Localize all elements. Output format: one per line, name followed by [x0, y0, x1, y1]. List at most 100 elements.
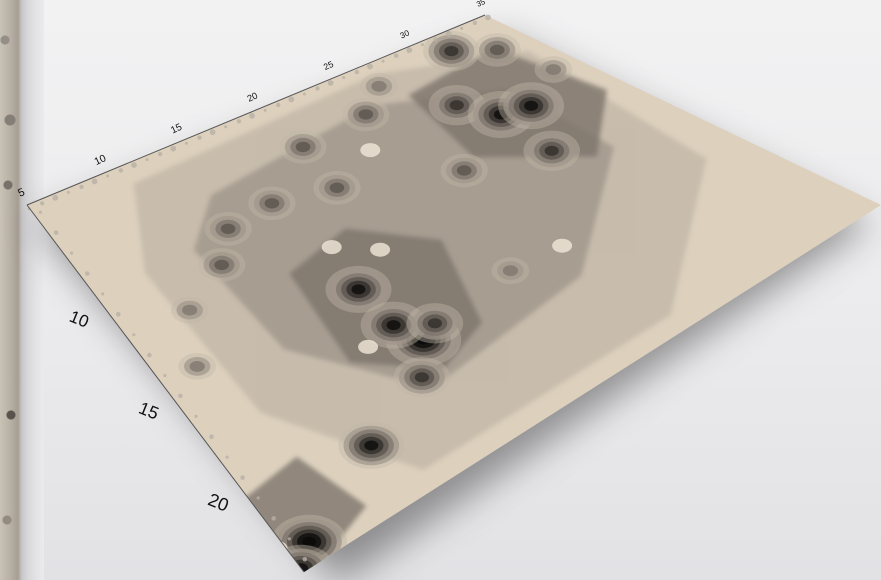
- top-edge-dot-30: [420, 43, 424, 47]
- x-tick-label-6: 35: [475, 0, 487, 9]
- top-edge-dot-2: [52, 194, 59, 201]
- hotspot-25: [534, 56, 573, 83]
- hotspot-ring-25-2: [545, 64, 562, 75]
- top-edge-dot-9: [145, 158, 149, 162]
- top-edge-dot-3: [66, 190, 70, 194]
- left-edge-dot-10: [194, 414, 198, 418]
- top-edge-dot-21: [302, 92, 306, 96]
- left-edge-dot-3: [84, 271, 90, 276]
- hotspot-ring-18-3: [214, 259, 229, 271]
- left-edge-dot-4: [101, 292, 105, 296]
- top-edge-dot-29: [406, 47, 413, 54]
- top-edge-dot-18: [263, 108, 267, 112]
- hotspot-ring-3-4: [427, 318, 442, 329]
- light-spot-1: [321, 240, 342, 255]
- x-tick-label-4: 25: [322, 59, 335, 72]
- hotspot-3: [406, 303, 464, 344]
- hotspot-4: [393, 357, 451, 398]
- hotspot-ring-17-3: [220, 223, 236, 234]
- hotspot-14: [279, 130, 327, 164]
- contour-layer: [133, 30, 707, 572]
- left-photo-strip: [0, 0, 44, 580]
- y-tick-label-0: 10: [67, 307, 92, 332]
- top-edge-dot-4: [79, 184, 84, 190]
- top-edge-dot-10: [158, 151, 163, 157]
- left-edge-dot-16: [287, 537, 291, 541]
- hotspot-20: [178, 353, 217, 380]
- top-edge-dot-35: [485, 14, 491, 21]
- hotspot-15: [313, 171, 361, 205]
- x-tick-label-5: 30: [398, 27, 411, 40]
- light-spot-2: [370, 242, 391, 257]
- light-spot-3: [267, 541, 288, 555]
- hotspot-8: [428, 85, 486, 126]
- left-edge-dot-6: [132, 333, 136, 337]
- top-edge-dot-13: [197, 135, 202, 140]
- top-edge-dot-14: [209, 129, 216, 136]
- top-edge-dot-28: [394, 53, 399, 58]
- x-tick-label-1: 10: [93, 153, 108, 168]
- top-edge-dot-11: [170, 145, 177, 152]
- left-edge-dot-13: [240, 475, 245, 480]
- hotspot-17: [204, 212, 252, 246]
- hotspot-ring-4-4: [414, 372, 429, 383]
- top-edge-dot-24: [342, 76, 346, 80]
- edge-dot-layer: [27, 14, 491, 562]
- top-edge-dot-12: [184, 141, 188, 145]
- top-edge-dot-17: [249, 112, 255, 119]
- top-edge-dot-19: [276, 102, 281, 108]
- y-tick-label-2: 20: [205, 489, 231, 515]
- hotspot-13: [440, 153, 488, 188]
- top-edge-dot-25: [354, 69, 360, 75]
- left-edge-dot-14: [256, 496, 260, 500]
- left-edge-dot-7: [147, 352, 152, 358]
- top-edge-dot-20: [288, 96, 295, 103]
- hotspot-ring-12-4: [544, 145, 559, 156]
- top-edge-dot-26: [367, 63, 373, 70]
- hotspot-ring-21-2: [502, 265, 518, 277]
- left-edge-dot-12: [225, 455, 229, 459]
- hotspot-ring-13-3: [456, 165, 472, 176]
- hotspot-ring-24-3: [489, 44, 505, 56]
- top-edge-dot-27: [381, 59, 385, 63]
- top-edge-dot-16: [236, 119, 242, 124]
- top-edge-dot-31: [433, 37, 438, 42]
- hotspot-ring-6-6: [302, 536, 317, 547]
- top-edge-dot-23: [327, 80, 334, 86]
- hotspot-19: [170, 296, 209, 324]
- hotspot-ring-5-5: [364, 440, 379, 451]
- hotspot-ring-15-3: [329, 182, 345, 193]
- hotspot-ring-2-5: [386, 320, 401, 331]
- top-edge-dot-33: [460, 26, 464, 30]
- hotspot-24: [473, 33, 521, 67]
- x-tick-label-0: 5: [16, 186, 27, 199]
- top-edge-dot-34: [472, 20, 478, 26]
- hotspot-5: [338, 422, 405, 469]
- hotspot-ring-1-5: [351, 284, 366, 295]
- y-axis-line: [26, 204, 305, 573]
- hotspot-23: [360, 72, 398, 100]
- top-edge-dot-6: [106, 174, 110, 178]
- hotspot-ring-14-3: [295, 141, 311, 153]
- left-edge-dot-0: [38, 210, 43, 214]
- top-edge-dot-7: [118, 168, 124, 173]
- left-edge-dot-8: [163, 373, 167, 378]
- hotspot-ring-10-5: [524, 100, 539, 111]
- x-tick-label-2: 15: [169, 122, 184, 137]
- left-edge-dot-11: [209, 434, 214, 440]
- hotspot-ring-23-2: [371, 80, 387, 92]
- hotspot-ring-16-3: [264, 198, 280, 209]
- hotspot-1: [325, 265, 392, 313]
- axes-layer: [26, 14, 486, 573]
- hotspot-11: [423, 30, 480, 72]
- light-spot-0: [358, 339, 379, 354]
- left-edge-dot-5: [116, 312, 121, 317]
- top-edge-dot-22: [315, 86, 320, 91]
- hotspot-21: [491, 257, 530, 285]
- hotspot-ring-20-2: [189, 361, 205, 372]
- y-tick-label-1: 15: [136, 398, 162, 424]
- hotspot-16: [248, 186, 296, 221]
- top-edge-dot-8: [131, 162, 137, 168]
